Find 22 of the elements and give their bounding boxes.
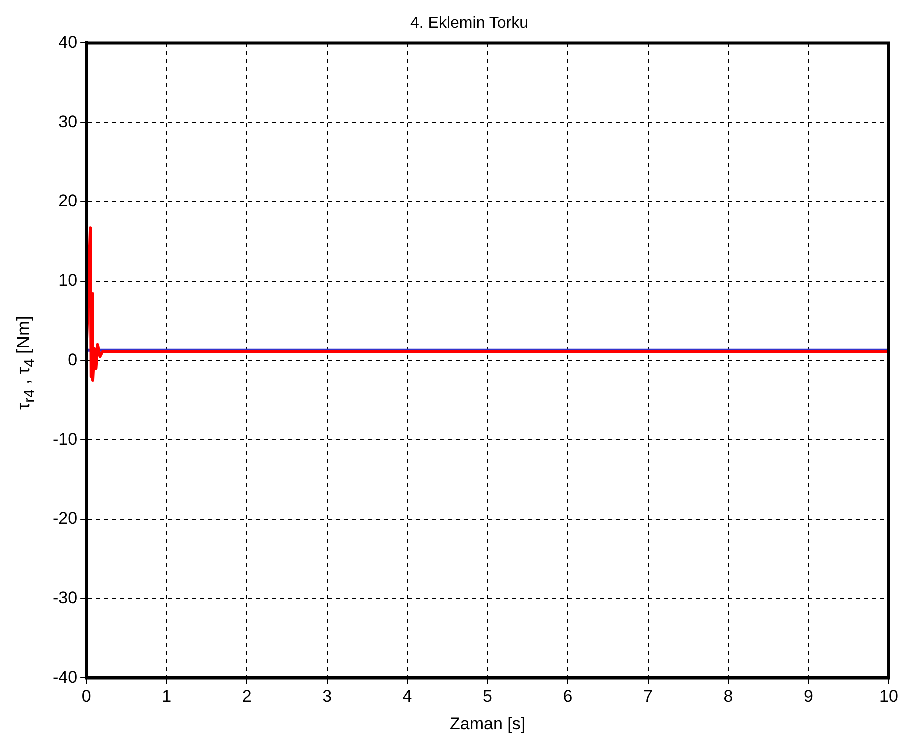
y-tick-label: 20 <box>58 192 78 211</box>
y-tick-label: -10 <box>52 430 78 449</box>
x-tick-label: 6 <box>563 687 573 706</box>
x-tick-label: 9 <box>804 687 814 706</box>
y-tick-label: 30 <box>58 112 78 132</box>
x-tick-label: 5 <box>483 687 493 706</box>
x-tick-label: 1 <box>162 687 172 706</box>
chart-title: 4. Eklemin Torku <box>410 15 528 32</box>
x-tick-label: 3 <box>322 687 332 706</box>
x-tick-label: 7 <box>644 687 654 706</box>
y-tick-label: 40 <box>58 32 78 52</box>
y-tick-label: -30 <box>52 588 78 608</box>
x-tick-label: 2 <box>242 687 252 706</box>
x-tick-label: 0 <box>82 687 92 706</box>
y-tick-label: -20 <box>52 509 78 528</box>
y-tick-label: 0 <box>68 350 78 370</box>
x-tick-label: 4 <box>402 687 412 706</box>
x-tick-label: 8 <box>724 687 734 706</box>
x-tick-label: 10 <box>880 687 898 706</box>
x-axis-title: Zaman [s] <box>450 714 526 734</box>
y-tick-label: 10 <box>58 271 78 290</box>
y-tick-label: -40 <box>52 668 78 687</box>
